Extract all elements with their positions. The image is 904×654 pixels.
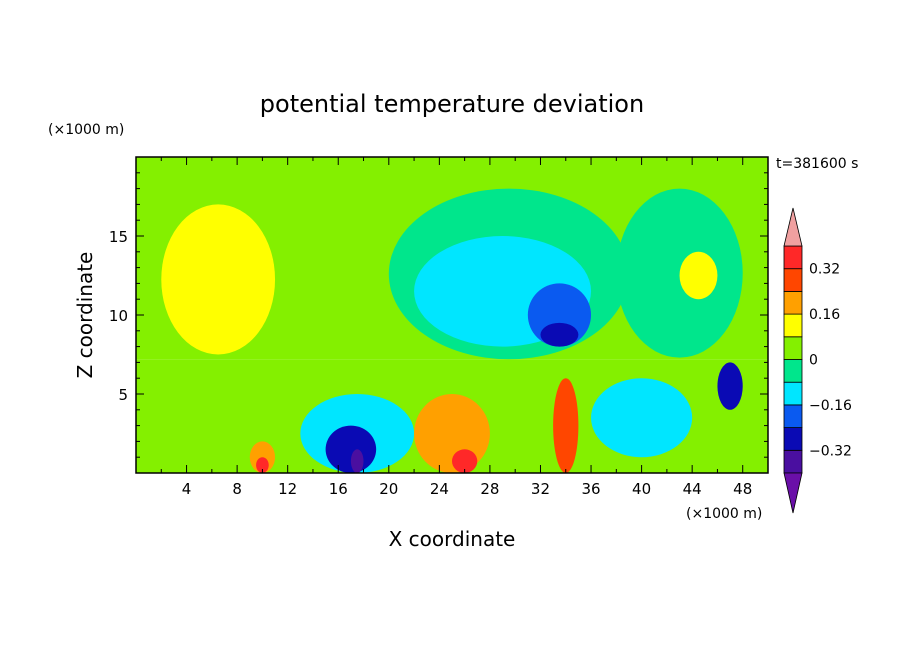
x-axis-unit: (×1000 m)	[686, 506, 762, 522]
x-tick-label: 28	[480, 480, 499, 498]
colorbar-bin	[783, 245, 803, 270]
x-tick-label: 24	[430, 480, 449, 498]
upper-region-1	[161, 204, 276, 355]
y-axis-title: Z coordinate	[73, 252, 97, 379]
lower-region-7	[452, 449, 478, 473]
y-tick-label: 5	[118, 386, 128, 404]
x-tick-label: 40	[632, 480, 651, 498]
colorbar-bin	[783, 381, 803, 406]
x-tick-label: 44	[683, 480, 702, 498]
lower-region-3	[350, 449, 364, 473]
x-tick-label: 12	[278, 480, 297, 498]
lower-region-6	[414, 394, 490, 473]
y-axis-unit: (×1000 m)	[48, 122, 124, 138]
colorbar-bin	[783, 427, 803, 451]
x-tick-label: 36	[581, 480, 600, 498]
colorbar-bin	[783, 359, 803, 383]
colorbar-bin	[783, 290, 803, 315]
upper-region-5	[540, 322, 579, 347]
y-tick-label: 15	[109, 228, 128, 246]
colorbar-bin	[783, 404, 803, 428]
colorbar-label: 0.16	[809, 307, 840, 323]
colorbar-bin	[783, 313, 803, 338]
lower-region-10	[717, 362, 743, 410]
x-axis-title: X coordinate	[389, 527, 516, 551]
lower-region-9	[591, 378, 693, 458]
colorbar-bin	[783, 268, 803, 292]
chart-title: potential temperature deviation	[260, 90, 644, 118]
colorbar-bin	[783, 336, 803, 360]
x-tick-label: 8	[232, 480, 242, 498]
y-axis: 5 10 15	[109, 172, 768, 458]
lower-region-2	[325, 425, 377, 473]
colorbar-label: 0.32	[809, 262, 840, 278]
colorbar-label: −0.32	[809, 443, 852, 459]
x-tick-label: 4	[182, 480, 192, 498]
colorbar-bin	[783, 449, 803, 474]
x-tick-label: 20	[379, 480, 398, 498]
colorbar-max-arrow	[783, 207, 803, 247]
lower-region-8	[553, 378, 579, 473]
y-tick-label: 10	[109, 307, 128, 325]
x-axis: 4 8 12 16 20 24 28 32 36 40 44 48	[160, 157, 752, 498]
x-tick-label: 16	[329, 480, 348, 498]
time-label: t=381600 s	[776, 156, 858, 172]
upper-region-7	[679, 251, 718, 300]
upper-region-6	[616, 188, 743, 358]
colorbar-label: 0	[809, 353, 818, 369]
colorbar-min-arrow	[783, 472, 803, 514]
colorbar: −0.32 −0.16 0 0.16 0.32	[783, 207, 852, 514]
contour-field	[136, 157, 768, 473]
colorbar-label: −0.16	[809, 398, 852, 414]
x-tick-label: 32	[531, 480, 550, 498]
x-tick-label: 48	[733, 480, 752, 498]
lower-region-5	[256, 457, 269, 473]
